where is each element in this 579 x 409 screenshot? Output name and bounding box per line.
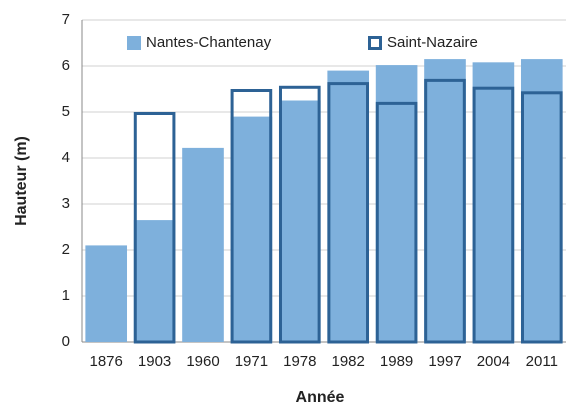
y-tick-label: 2 [62, 241, 70, 258]
x-tick-label: 1989 [380, 353, 413, 370]
x-tick-label: 1978 [283, 353, 316, 370]
bar [327, 70, 370, 342]
y-tick-label: 5 [62, 103, 70, 120]
legend-label: Saint-Nazaire [387, 34, 478, 51]
bar [278, 100, 321, 342]
x-tick-label: 1876 [90, 353, 123, 370]
x-tick-label: 2004 [477, 353, 510, 370]
bar-outline [424, 78, 466, 344]
legend-swatch [127, 36, 141, 50]
x-axis-label: Année [296, 389, 345, 406]
bar [520, 59, 563, 342]
bar-outline [278, 85, 321, 344]
y-tick-label: 6 [62, 57, 70, 74]
x-tick-label: 1982 [332, 353, 365, 370]
bar-outline [375, 101, 418, 344]
bar [85, 245, 128, 342]
x-tick-label: 1971 [235, 353, 268, 370]
bar [424, 59, 466, 342]
y-tick-label: 0 [62, 333, 70, 350]
x-tick-label: 1903 [138, 353, 171, 370]
y-tick-label: 1 [62, 287, 70, 304]
bar [472, 62, 515, 342]
bar [133, 220, 176, 342]
bar-outline [230, 89, 273, 344]
legend-label: Nantes-Chantenay [146, 34, 272, 51]
bar [230, 116, 273, 342]
y-tick-label: 3 [62, 195, 70, 212]
y-tick-label: 7 [62, 11, 70, 28]
legend-swatch [368, 36, 382, 50]
x-tick-label: 1997 [428, 353, 461, 370]
y-axis-label: Hauteur (m) [13, 136, 30, 226]
x-tick-label: 1960 [186, 353, 219, 370]
x-tick-label: 2011 [526, 353, 558, 370]
y-tick-label: 4 [62, 149, 70, 166]
bar [375, 65, 418, 342]
bar-outline [327, 82, 370, 344]
bar [182, 147, 224, 342]
bar-outline [520, 91, 563, 344]
bar-outline [133, 112, 176, 344]
bar-outline [472, 86, 515, 344]
